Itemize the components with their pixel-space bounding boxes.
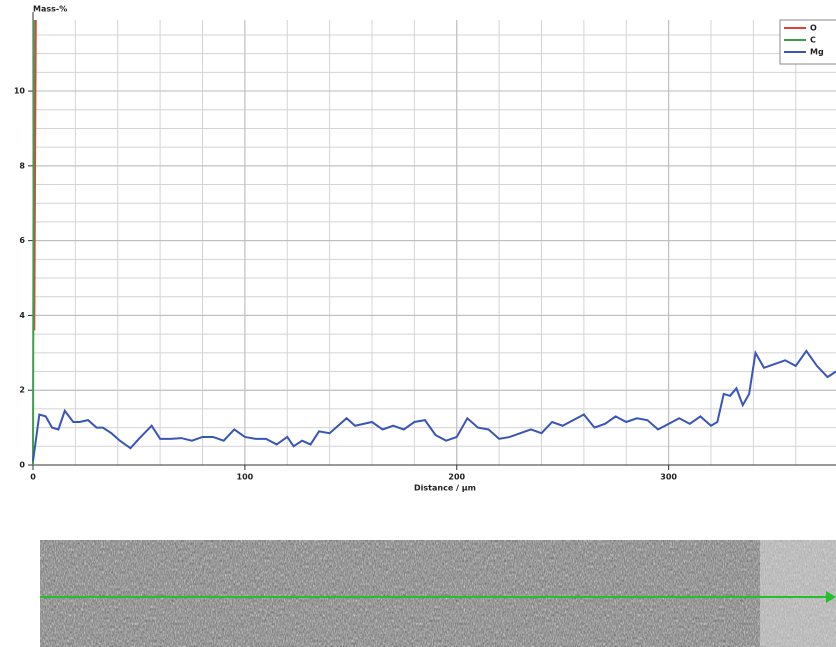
y-tick-label: 0 [19,461,25,470]
legend-box [780,20,836,64]
legend-label: Mg [810,48,824,57]
x-axis-label: Distance / µm [414,484,476,493]
x-tick-label: 200 [448,473,465,482]
page: 02468100100200300OCMg Mass-% Distance / … [0,0,836,647]
y-tick-label: 4 [19,311,25,320]
y-tick-label: 6 [19,236,25,245]
y-axis-label: Mass-% [33,5,67,14]
sem-bright-region [760,540,836,647]
sem-image [40,540,836,647]
legend: OC Mg [780,20,836,64]
legend-label: C [810,36,816,45]
y-tick-label: 10 [14,87,26,96]
series-line [33,20,34,465]
chart: 02468100100200300OCMg Mass-% Distance / … [0,0,836,647]
x-tick-label: 300 [660,473,677,482]
sem-texture [40,540,836,647]
series-line [33,351,836,461]
x-tick-label: 100 [237,473,254,482]
y-tick-label: 8 [19,161,25,170]
legend-label: O [810,24,817,33]
x-tick-label: 0 [30,473,36,482]
y-tick-label: 2 [19,386,25,395]
